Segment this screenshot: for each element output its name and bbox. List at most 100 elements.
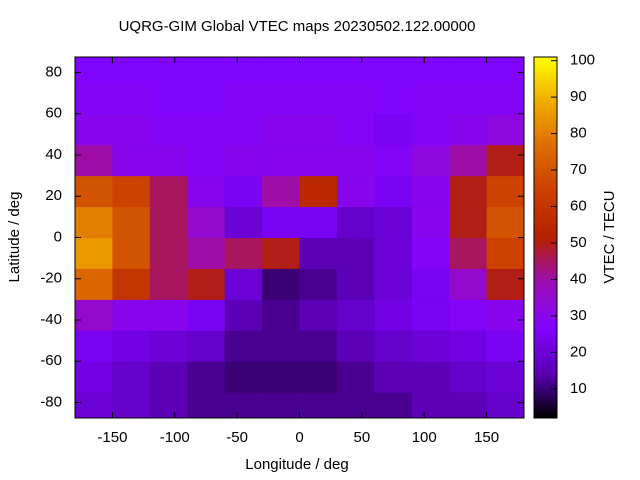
heatmap-cell xyxy=(336,175,375,208)
heatmap-cell xyxy=(149,144,188,177)
heatmap-cell xyxy=(224,113,263,146)
heatmap-cell xyxy=(262,175,300,208)
heatmap-cell xyxy=(486,330,524,362)
heatmap-cell xyxy=(112,268,151,300)
heatmap-cell xyxy=(449,57,488,84)
heatmap-cell xyxy=(411,206,450,238)
y-tick-label: -60 xyxy=(40,352,62,369)
heatmap-cell xyxy=(374,361,413,393)
heatmap-cell xyxy=(486,144,524,177)
heatmap-cell xyxy=(336,268,375,300)
heatmap-cell xyxy=(336,82,375,115)
y-tick-label: 20 xyxy=(45,187,62,204)
heatmap-cell xyxy=(187,361,226,393)
heatmap-cell xyxy=(262,361,300,393)
heatmap-cell xyxy=(486,113,524,146)
heatmap-cell xyxy=(262,82,300,115)
heatmap-cell xyxy=(449,392,488,418)
heatmap-cell xyxy=(336,299,375,331)
heatmap-cell xyxy=(374,175,413,208)
heatmap-cell xyxy=(299,144,338,177)
heatmap-cell xyxy=(224,175,263,208)
heatmap-cell xyxy=(486,392,524,418)
heatmap-cell xyxy=(374,144,413,177)
heatmap-cell xyxy=(75,299,113,331)
heatmap-cell xyxy=(449,175,488,208)
heatmap-cell xyxy=(112,299,151,331)
heatmap-cell xyxy=(224,268,263,300)
heatmap-cell xyxy=(411,57,450,84)
heatmap-cell xyxy=(486,175,524,208)
colorbar-tick-label: 20 xyxy=(570,343,587,360)
y-tick-label: 0 xyxy=(54,228,62,245)
heatmap-cell xyxy=(299,299,338,331)
heatmap-cell xyxy=(411,175,450,208)
heatmap-cell xyxy=(262,268,300,300)
heatmap-cell xyxy=(374,237,413,269)
heatmap-cell xyxy=(149,268,188,300)
heatmap-cell xyxy=(149,361,188,393)
heatmap-cell xyxy=(299,392,338,418)
heatmap-cell xyxy=(75,361,113,393)
heatmap-cell xyxy=(187,299,226,331)
heatmap-cell xyxy=(75,175,113,208)
heatmap xyxy=(75,57,524,418)
heatmap-cell xyxy=(299,113,338,146)
heatmap-cell xyxy=(75,144,113,177)
heatmap-cell xyxy=(112,361,151,393)
heatmap-cell xyxy=(449,361,488,393)
heatmap-cell xyxy=(299,57,338,84)
heatmap-cell xyxy=(374,392,413,418)
heatmap-cell xyxy=(262,144,300,177)
heatmap-cell xyxy=(112,175,151,208)
colorbar-tick-label: 90 xyxy=(570,88,587,105)
colorbar-tick-label: 10 xyxy=(570,380,587,397)
heatmap-cell xyxy=(75,82,113,115)
heatmap-cell xyxy=(149,113,188,146)
heatmap-cell xyxy=(336,330,375,362)
heatmap-cell xyxy=(336,392,375,418)
colorbar-tick-label: 40 xyxy=(570,270,587,287)
heatmap-cell xyxy=(187,268,226,300)
heatmap-cell xyxy=(187,237,226,269)
y-tick-label: 80 xyxy=(45,63,62,80)
heatmap-cell xyxy=(449,268,488,300)
y-tick-label: 60 xyxy=(45,105,62,122)
x-tick-label: -150 xyxy=(97,429,127,446)
heatmap-cell xyxy=(374,330,413,362)
heatmap-cell xyxy=(299,237,338,269)
heatmap-cell xyxy=(112,57,151,84)
heatmap-cell xyxy=(224,392,263,418)
heatmap-cell xyxy=(75,113,113,146)
heatmap-cell xyxy=(449,113,488,146)
heatmap-cell xyxy=(75,206,113,238)
heatmap-cell xyxy=(262,57,300,84)
heatmap-cell xyxy=(149,392,188,418)
heatmap-cell xyxy=(411,392,450,418)
heatmap-cell xyxy=(224,82,263,115)
heatmap-cell xyxy=(75,392,113,418)
heatmap-cell xyxy=(336,144,375,177)
heatmap-cell xyxy=(299,361,338,393)
heatmap-cell xyxy=(299,175,338,208)
heatmap-cell xyxy=(112,144,151,177)
heatmap-cell xyxy=(486,361,524,393)
heatmap-cell xyxy=(224,144,263,177)
heatmap-cell xyxy=(224,57,263,84)
heatmap-cell xyxy=(187,113,226,146)
heatmap-cell xyxy=(75,237,113,269)
y-tick-label: -20 xyxy=(40,270,62,287)
heatmap-cell xyxy=(112,206,151,238)
heatmap-cell xyxy=(262,330,300,362)
heatmap-cell xyxy=(149,57,188,84)
heatmap-cell xyxy=(486,82,524,115)
heatmap-cell xyxy=(112,82,151,115)
colorbar-tick-label: 70 xyxy=(570,161,587,178)
y-tick-label: 40 xyxy=(45,146,62,163)
heatmap-cell xyxy=(187,330,226,362)
heatmap-cell xyxy=(336,237,375,269)
y-tick-label: -40 xyxy=(40,311,62,328)
heatmap-cell xyxy=(411,330,450,362)
heatmap-cell xyxy=(411,144,450,177)
heatmap-cell xyxy=(224,299,263,331)
